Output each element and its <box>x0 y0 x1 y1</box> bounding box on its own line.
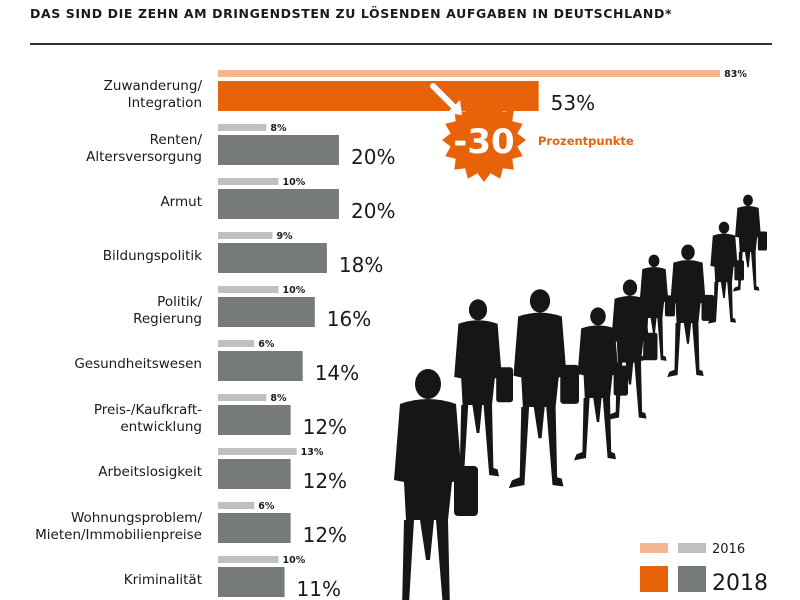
category-label-4: Regierung <box>133 311 202 327</box>
value-2018-5: 14% <box>315 361 359 385</box>
difference-value: -30 <box>453 122 514 162</box>
value-2016-8: 6% <box>258 501 275 512</box>
category-label-7: Arbeitslosigkeit <box>98 464 202 480</box>
value-2016-5: 6% <box>258 339 275 350</box>
category-label-3: Bildungspolitik <box>103 248 202 264</box>
value-2018-3: 18% <box>339 253 383 277</box>
category-label-0: Zuwanderung/ <box>104 78 203 94</box>
legend-swatch-2016-highlight <box>640 543 668 553</box>
bar-2018-2 <box>218 189 339 219</box>
value-2018-0: 53% <box>551 91 595 115</box>
category-label-5: Gesundheitswesen <box>74 356 202 372</box>
header-rule <box>30 43 772 45</box>
legend-swatch-2018 <box>678 566 706 592</box>
value-2016-1: 8% <box>270 123 287 134</box>
person-silhouette-1 <box>508 289 579 489</box>
value-2016-2: 10% <box>283 177 306 188</box>
category-label-8: Mieten/Immobilienpreise <box>35 527 202 543</box>
bar-2016-8 <box>218 502 255 509</box>
value-2016-6: 8% <box>270 393 287 404</box>
bar-2016-6 <box>218 394 267 401</box>
legend: 2016 2018 <box>640 542 768 596</box>
value-2018-2: 20% <box>351 199 395 223</box>
arrow-head-icon <box>447 100 462 115</box>
value-2016-7: 13% <box>301 447 324 458</box>
bar-2018-5 <box>218 351 303 381</box>
bar-2016-3 <box>218 232 273 239</box>
value-2018-6: 12% <box>303 415 347 439</box>
bar-2018-0 <box>218 81 539 111</box>
bar-2016-0 <box>218 70 721 77</box>
value-2016-9: 10% <box>283 555 306 566</box>
value-2018-8: 12% <box>303 523 347 547</box>
person-silhouette-0 <box>394 369 478 600</box>
bar-2016-9 <box>218 556 279 563</box>
difference-annotation: -30 Prozentpunkte <box>430 83 634 182</box>
bar-2018-8 <box>218 513 291 543</box>
bar-2018-4 <box>218 297 315 327</box>
bar-2016-7 <box>218 448 297 455</box>
category-label-2: Armut <box>160 194 202 210</box>
value-2018-9: 11% <box>297 577 341 600</box>
person-silhouette-5 <box>667 244 714 378</box>
category-label-6: entwicklung <box>120 419 202 435</box>
legend-label-2018: 2018 <box>712 571 768 596</box>
person-silhouette-6 <box>637 254 675 362</box>
bar-2018-7 <box>218 459 291 489</box>
value-2016-0: 83% <box>724 69 747 80</box>
legend-swatch-2016 <box>678 543 706 553</box>
bar-2016-4 <box>218 286 279 293</box>
chart-header: DAS SIND DIE ZEHN AM DRINGENDSTEN ZU LÖS… <box>30 6 673 21</box>
value-2016-3: 9% <box>276 231 293 242</box>
bar-2018-3 <box>218 243 327 273</box>
category-label-8: Wohnungsproblem/ <box>71 510 203 526</box>
value-2018-1: 20% <box>351 145 395 169</box>
legend-label-2016: 2016 <box>712 542 745 557</box>
person-silhouette-8 <box>732 194 767 292</box>
difference-unit-label: Prozentpunkte <box>538 134 634 148</box>
bar-2018-1 <box>218 135 339 165</box>
category-label-1: Renten/ <box>150 132 203 148</box>
bar-2016-5 <box>218 340 255 347</box>
bar-2016-2 <box>218 178 279 185</box>
bar-2016-1 <box>218 124 267 131</box>
walking-people-silhouettes <box>394 194 767 600</box>
category-label-1: Altersversorgung <box>86 149 202 165</box>
category-label-4: Politik/ <box>157 294 202 310</box>
category-label-6: Preis-/Kaufkraft- <box>94 402 202 418</box>
value-2018-4: 16% <box>327 307 371 331</box>
person-silhouette-4 <box>608 279 658 420</box>
bar-2018-9 <box>218 567 285 597</box>
bar-2018-6 <box>218 405 291 435</box>
category-label-9: Kriminalität <box>124 572 202 588</box>
value-2016-4: 10% <box>283 285 306 296</box>
person-silhouette-2 <box>450 299 513 478</box>
category-label-0: Integration <box>128 95 202 111</box>
legend-swatch-2018-highlight <box>640 566 668 592</box>
bars-group: 83% 53% Zuwanderung/Integration 8% 20% Renten… <box>35 69 747 600</box>
value-2018-7: 12% <box>303 469 347 493</box>
starburst-badge <box>442 98 526 182</box>
